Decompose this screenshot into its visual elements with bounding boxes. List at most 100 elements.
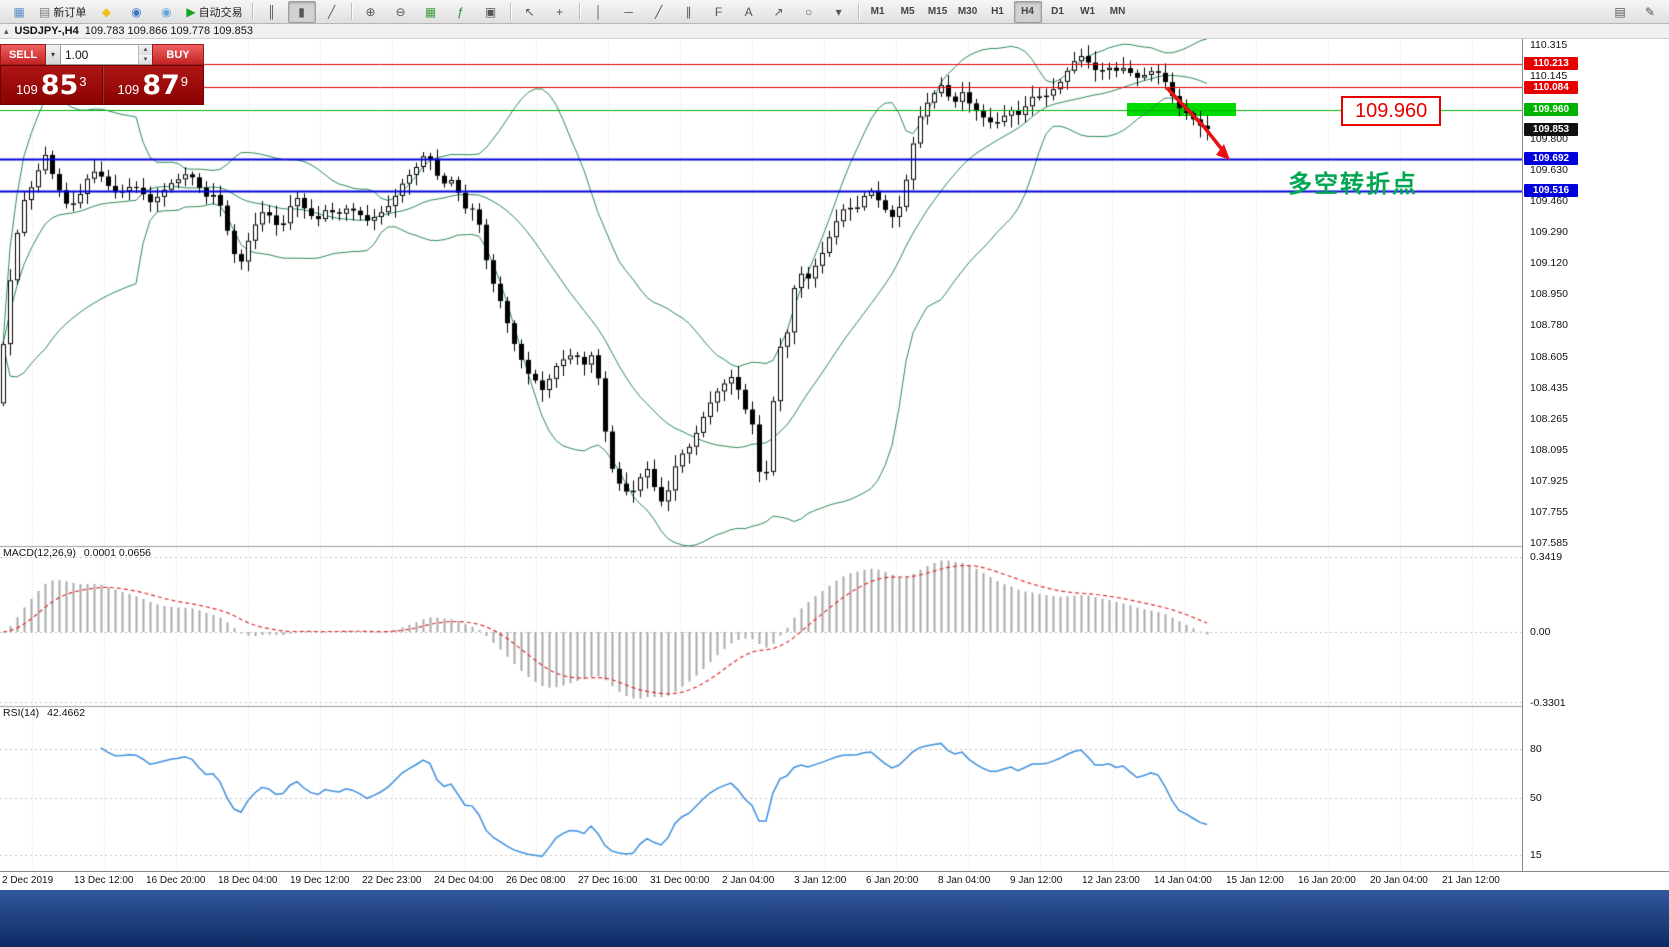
- timeframe-h4-button[interactable]: H4: [1013, 0, 1042, 23]
- objects-list-button[interactable]: ▣: [477, 1, 505, 23]
- vertical-line-icon: │: [594, 4, 603, 19]
- down-arrow-annotation[interactable]: [1150, 80, 1250, 175]
- autotrading-button[interactable]: ▶ 自动交易: [182, 1, 246, 23]
- channel-tool-button[interactable]: ∥: [675, 1, 703, 23]
- order-type-dropdown[interactable]: ▾: [46, 44, 61, 65]
- time-tick: 6 Jan 20:00: [866, 875, 919, 886]
- current-price-tag[interactable]: 109.853: [1524, 122, 1578, 136]
- fibonacci-tool-button[interactable]: F: [705, 1, 733, 23]
- ask-prefix: 109: [117, 82, 140, 97]
- indicators-button[interactable]: ƒ: [447, 1, 475, 23]
- line-chart-mode-button[interactable]: ╱: [318, 1, 346, 23]
- crosshair-tool-button[interactable]: +: [546, 1, 574, 23]
- sell-button[interactable]: SELL: [0, 44, 46, 65]
- shapes-dropdown-button[interactable]: ▾: [825, 1, 853, 23]
- chart-properties-button[interactable]: ✎: [1636, 1, 1664, 23]
- buy-button[interactable]: BUY: [152, 44, 204, 65]
- chart-print-button[interactable]: ▤: [1606, 1, 1634, 23]
- rsi-value: 42.4662: [47, 707, 86, 719]
- price-tick: 108.095: [1530, 443, 1568, 456]
- price-tick: 108.265: [1530, 412, 1568, 425]
- new-order-button[interactable]: ▤ 新订单: [35, 1, 90, 23]
- arrow-tool-button[interactable]: ↗: [765, 1, 793, 23]
- text-tool-button[interactable]: A: [735, 1, 763, 23]
- time-tick: 13 Dec 12:00: [74, 875, 134, 886]
- price-level-tag[interactable]: 110.213: [1524, 57, 1578, 71]
- ask-pip-digit: 9: [180, 74, 188, 89]
- macd-axis-tick: -0.3301: [1530, 697, 1566, 709]
- print-icon: ▤: [1614, 4, 1626, 19]
- candlestick-mode-button[interactable]: ▮: [287, 0, 316, 23]
- price-annotation-box[interactable]: 109.960: [1341, 96, 1442, 126]
- zoom-out-button[interactable]: ⊖: [387, 1, 415, 23]
- zoom-out-icon: ⊖: [395, 4, 406, 19]
- shapes-tool-button[interactable]: ○: [795, 1, 823, 23]
- price-axis[interactable]: 110.315110.145109.975109.800109.630109.4…: [1522, 38, 1669, 871]
- chart-window-icon: ▦: [13, 4, 25, 19]
- toolbar-right-group: ▤ ✎: [1605, 1, 1665, 23]
- toolbar-separator: [509, 3, 511, 20]
- turning-point-label[interactable]: 多空转折点: [1288, 171, 1418, 198]
- tile-windows-button[interactable]: ▦: [417, 1, 445, 23]
- bid-prefix: 109: [15, 82, 38, 97]
- trendline-tool-button[interactable]: ╱: [645, 1, 673, 23]
- zoom-in-button[interactable]: ⊕: [357, 1, 385, 23]
- trendline-icon: ╱: [654, 4, 663, 19]
- zoom-in-icon: ⊕: [365, 4, 376, 19]
- horizontal-line-tool-button[interactable]: ─: [615, 1, 643, 23]
- toolbar-separator: [857, 3, 859, 20]
- pencil-icon: ✎: [1644, 4, 1656, 19]
- time-tick: 12 Jan 23:00: [1082, 875, 1140, 886]
- macd-axis-tick: 0.00: [1530, 626, 1551, 638]
- help-button[interactable]: ◉: [152, 1, 180, 23]
- objects-icon: ▣: [484, 4, 497, 19]
- time-tick: 9 Jan 12:00: [1010, 875, 1063, 886]
- price-level-tag[interactable]: 109.960: [1524, 103, 1578, 117]
- rsi-axis-tick: 15: [1530, 848, 1542, 861]
- volume-up-button[interactable]: ▴: [139, 45, 152, 55]
- price-chart-canvas[interactable]: [0, 38, 1522, 871]
- timeframe-m15-button[interactable]: M15: [924, 1, 952, 23]
- function-plus-icon: ƒ: [457, 4, 464, 19]
- timeframe-w1-button[interactable]: W1: [1074, 1, 1102, 23]
- price-tick: 109.800: [1530, 132, 1568, 145]
- timeframe-mn-button[interactable]: MN: [1104, 1, 1132, 23]
- mql5-market-button[interactable]: ◆: [92, 1, 120, 23]
- time-tick: 2 Jan 04:00: [722, 875, 775, 886]
- time-tick: 26 Dec 08:00: [506, 875, 566, 886]
- bar-chart-mode-button[interactable]: ║: [258, 1, 286, 23]
- volume-input[interactable]: [61, 45, 138, 64]
- price-level-tag[interactable]: 109.692: [1524, 152, 1578, 166]
- time-tick: 8 Jan 04:00: [938, 875, 991, 886]
- volume-down-button[interactable]: ▾: [139, 54, 152, 64]
- timeframe-m30-button-label: M30: [957, 6, 978, 17]
- symbol-period-label: USDJPY-,H4: [14, 25, 79, 37]
- time-tick: 14 Jan 04:00: [1154, 875, 1212, 886]
- timeframe-d1-button-label: D1: [1051, 6, 1064, 17]
- time-tick: 27 Dec 16:00: [578, 875, 638, 886]
- timeframe-m5-button[interactable]: M5: [894, 1, 922, 23]
- price-tick: 107.585: [1530, 537, 1568, 549]
- new-order-icon: ▤: [39, 4, 51, 19]
- time-axis[interactable]: 2 Dec 2019 13 Dec 12:00 16 Dec 20:00 18 Dec…: [0, 871, 1669, 891]
- price-tick: 110.145: [1530, 70, 1568, 82]
- globe-icon: ◉: [131, 4, 142, 19]
- buy-price-button[interactable]: 109 87 9: [103, 66, 204, 104]
- price-level-tag[interactable]: 110.084: [1524, 80, 1578, 94]
- sell-price-button[interactable]: 109 85 3: [1, 66, 102, 104]
- time-tick: 16 Dec 20:00: [146, 875, 206, 886]
- timeframe-h1-button[interactable]: H1: [984, 1, 1012, 23]
- timeframe-m30-button[interactable]: M30: [954, 1, 982, 23]
- cursor-tool-button[interactable]: ↖: [516, 1, 544, 23]
- toolbar-groups: ▦ ▤ 新订单 ◆ ◉ ◉ ▶ 自动交易 ║ ▮ ╱ ⊕ ⊖ ▦ ƒ ▣ ↖ + │ ─ ╱ ∥ F A ↗ ○ ▾ M1 M5 M15 M…: [4, 0, 1133, 23]
- community-button[interactable]: ◉: [122, 1, 150, 23]
- price-level-tag[interactable]: 109.516: [1524, 184, 1578, 198]
- rsi-axis-tick: 80: [1530, 742, 1542, 755]
- vertical-line-tool-button[interactable]: │: [585, 1, 613, 23]
- timeframe-d1-button[interactable]: D1: [1044, 1, 1072, 23]
- time-tick: 20 Jan 04:00: [1370, 875, 1428, 886]
- info-circle-icon: ◉: [161, 4, 172, 19]
- timeframe-m1-button[interactable]: M1: [864, 1, 892, 23]
- new-chart-button[interactable]: ▦: [5, 1, 33, 23]
